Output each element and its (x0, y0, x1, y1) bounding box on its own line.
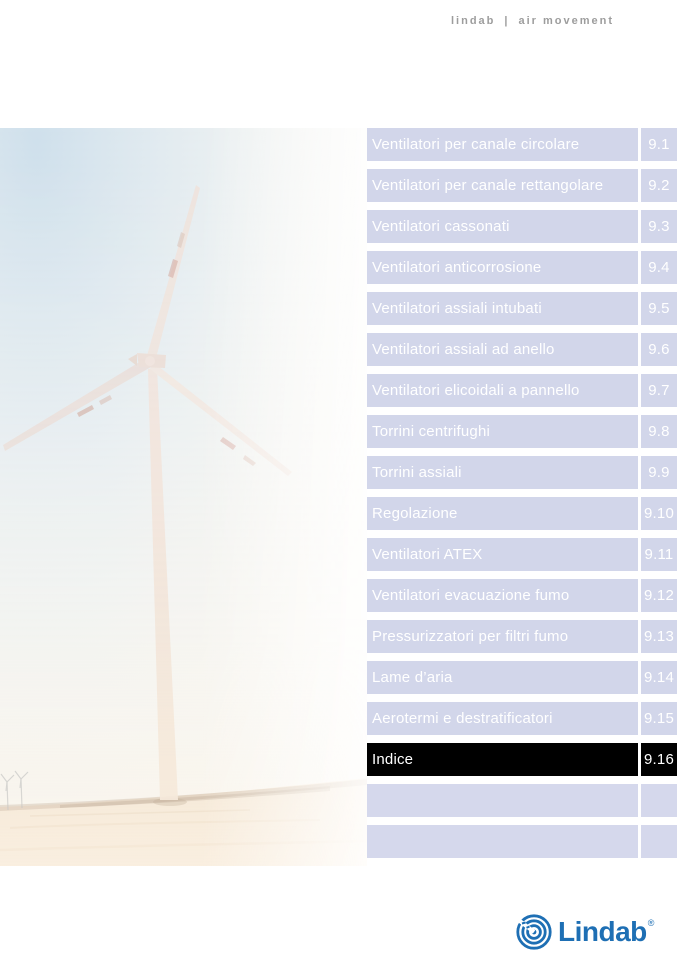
table-of-contents: Ventilatori per canale circolare 9.1 Venti… (367, 128, 677, 866)
toc-item-number[interactable]: 9.3 (641, 210, 677, 243)
toc-row[interactable]: Indice 9.16 (367, 743, 677, 776)
toc-empty-number (641, 784, 677, 817)
toc-row[interactable]: Ventilatori assiali intubati 9.5 (367, 292, 677, 325)
toc-row[interactable]: Ventilatori evacuazione fumo 9.12 (367, 579, 677, 612)
lindab-logo-text: Lindab (558, 916, 647, 947)
toc-item-label[interactable]: Lame d’aria (367, 661, 638, 694)
toc-row[interactable]: Ventilatori cassonati 9.3 (367, 210, 677, 243)
toc-row[interactable]: Ventilatori assiali ad anello 9.6 (367, 333, 677, 366)
toc-row[interactable]: Aerotermi e destratificatori 9.15 (367, 702, 677, 735)
toc-row[interactable]: Ventilatori ATEX 9.11 (367, 538, 677, 571)
toc-empty-label (367, 784, 638, 817)
lindab-logo-icon (514, 914, 552, 950)
toc-row[interactable]: Ventilatori per canale rettangolare 9.2 (367, 169, 677, 202)
toc-item-number[interactable]: 9.2 (641, 169, 677, 202)
wind-turbine-photo (0, 128, 367, 866)
toc-item-label[interactable]: Aerotermi e destratificatori (367, 702, 638, 735)
toc-row[interactable]: Regolazione 9.10 (367, 497, 677, 530)
toc-row[interactable]: Pressurizzatori per filtri fumo 9.13 (367, 620, 677, 653)
tagline: air movement (518, 15, 614, 27)
registered-mark: ® (647, 917, 655, 928)
toc-item-label[interactable]: Ventilatori assiali ad anello (367, 333, 638, 366)
toc-item-number[interactable]: 9.1 (641, 128, 677, 161)
toc-item-label[interactable]: Ventilatori per canale rettangolare (367, 169, 638, 202)
toc-item-label[interactable]: Ventilatori evacuazione fumo (367, 579, 638, 612)
toc-item-label[interactable]: Ventilatori anticorrosione (367, 251, 638, 284)
toc-item-label[interactable]: Ventilatori elicoidali a pannello (367, 374, 638, 407)
header-separator: | (504, 15, 510, 27)
toc-item-label[interactable]: Ventilatori ATEX (367, 538, 638, 571)
toc-row[interactable]: Torrini centrifughi 9.8 (367, 415, 677, 448)
toc-item-label[interactable]: Ventilatori per canale circolare (367, 128, 638, 161)
toc-item-number[interactable]: 9.15 (641, 702, 677, 735)
toc-empty-label (367, 825, 638, 858)
toc-item-number[interactable]: 9.4 (641, 251, 677, 284)
toc-item-label[interactable]: Torrini centrifughi (367, 415, 638, 448)
toc-item-label[interactable]: Pressurizzatori per filtri fumo (367, 620, 638, 653)
toc-item-number[interactable]: 9.11 (641, 538, 677, 571)
toc-item-number[interactable]: 9.13 (641, 620, 677, 653)
toc-item-label[interactable]: Indice (367, 743, 638, 776)
toc-row[interactable]: Lame d’aria 9.14 (367, 661, 677, 694)
toc-item-number[interactable]: 9.12 (641, 579, 677, 612)
toc-item-number[interactable]: 9.5 (641, 292, 677, 325)
brand-wordmark: lindab (451, 15, 496, 27)
toc-item-number[interactable]: 9.6 (641, 333, 677, 366)
toc-item-number[interactable]: 9.14 (641, 661, 677, 694)
toc-row-empty (367, 825, 677, 858)
toc-item-label[interactable]: Regolazione (367, 497, 638, 530)
toc-row[interactable]: Ventilatori anticorrosione 9.4 (367, 251, 677, 284)
toc-item-number[interactable]: 9.9 (641, 456, 677, 489)
toc-item-number[interactable]: 9.10 (641, 497, 677, 530)
toc-row[interactable]: Ventilatori elicoidali a pannello 9.7 (367, 374, 677, 407)
toc-item-label[interactable]: Ventilatori cassonati (367, 210, 638, 243)
toc-empty-number (641, 825, 677, 858)
lindab-logo: Lindab ® (513, 911, 655, 952)
toc-row[interactable]: Torrini assiali 9.9 (367, 456, 677, 489)
toc-row-empty (367, 784, 677, 817)
toc-item-number[interactable]: 9.8 (641, 415, 677, 448)
toc-item-label[interactable]: Torrini assiali (367, 456, 638, 489)
toc-item-label[interactable]: Ventilatori assiali intubati (367, 292, 638, 325)
page-header: lindab | air movement (451, 15, 614, 27)
toc-item-number[interactable]: 9.16 (641, 743, 677, 776)
toc-row[interactable]: Ventilatori per canale circolare 9.1 (367, 128, 677, 161)
toc-item-number[interactable]: 9.7 (641, 374, 677, 407)
